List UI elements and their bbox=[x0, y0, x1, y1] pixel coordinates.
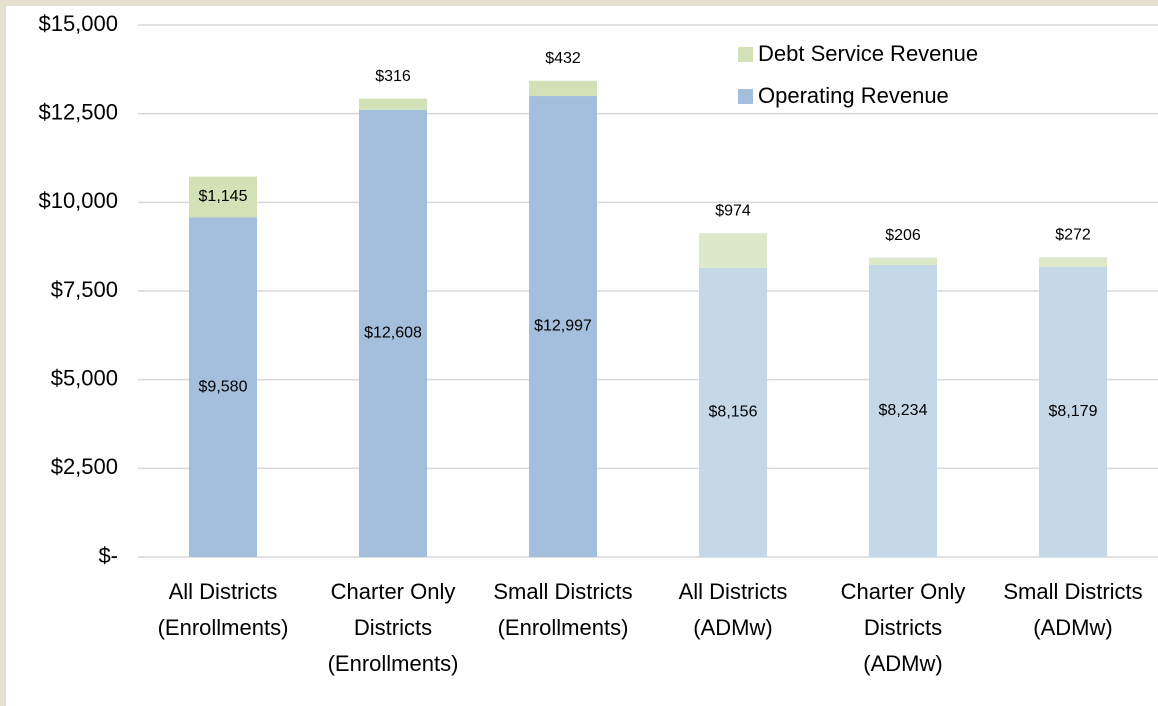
x-tick-label: (Enrollments) bbox=[158, 615, 289, 640]
y-tick-label: $15,000 bbox=[38, 11, 118, 36]
x-tick-label: (ADMw) bbox=[863, 651, 942, 676]
x-tick-label: Charter Only bbox=[331, 579, 456, 604]
bar-segment bbox=[359, 109, 427, 557]
legend-label: Operating Revenue bbox=[758, 83, 949, 108]
y-tick-label: $7,500 bbox=[51, 277, 118, 302]
x-tick-label: (Enrollments) bbox=[498, 615, 629, 640]
bar-segment bbox=[699, 233, 767, 268]
bar-segment bbox=[529, 80, 597, 97]
data-label: $8,156 bbox=[709, 404, 758, 421]
data-label: $272 bbox=[1055, 226, 1091, 243]
bar-segment bbox=[699, 267, 767, 557]
bar-segment bbox=[869, 264, 937, 557]
bar-segment bbox=[1039, 257, 1107, 267]
data-label: $316 bbox=[375, 68, 411, 85]
legend-label: Debt Service Revenue bbox=[758, 41, 978, 66]
x-tick-label: Small Districts bbox=[1003, 579, 1142, 604]
y-tick-label: $5,000 bbox=[51, 365, 118, 390]
bar-segment bbox=[189, 176, 257, 218]
data-label: $8,234 bbox=[879, 402, 928, 419]
data-label: $432 bbox=[545, 50, 581, 67]
data-label: $974 bbox=[715, 202, 751, 219]
bar-segment bbox=[529, 96, 597, 557]
y-tick-label: $2,500 bbox=[51, 454, 118, 479]
x-tick-label: Districts bbox=[354, 615, 432, 640]
bar-segment bbox=[1039, 266, 1107, 557]
x-tick-label: Charter Only bbox=[841, 579, 966, 604]
data-label: $12,997 bbox=[534, 318, 592, 335]
x-tick-label: Small Districts bbox=[493, 579, 632, 604]
data-label: $9,580 bbox=[199, 378, 248, 395]
bar-segment bbox=[359, 98, 427, 110]
legend-swatch bbox=[738, 47, 753, 62]
bar-segment bbox=[869, 257, 937, 265]
data-label: $8,179 bbox=[1049, 403, 1098, 420]
y-tick-label: $12,500 bbox=[38, 99, 118, 124]
bar-segment bbox=[189, 217, 257, 557]
x-tick-label: (ADMw) bbox=[1033, 615, 1112, 640]
x-tick-label: All Districts bbox=[169, 579, 278, 604]
y-tick-label: $10,000 bbox=[38, 188, 118, 213]
x-tick-label: Districts bbox=[864, 615, 942, 640]
data-label: $206 bbox=[885, 227, 921, 244]
x-tick-label: All Districts bbox=[679, 579, 788, 604]
x-tick-label: (Enrollments) bbox=[328, 651, 459, 676]
data-label: $12,608 bbox=[364, 325, 422, 342]
legend-swatch bbox=[738, 89, 753, 104]
y-tick-label: $- bbox=[98, 543, 118, 568]
data-label: $1,145 bbox=[199, 188, 248, 205]
x-tick-label: (ADMw) bbox=[693, 615, 772, 640]
